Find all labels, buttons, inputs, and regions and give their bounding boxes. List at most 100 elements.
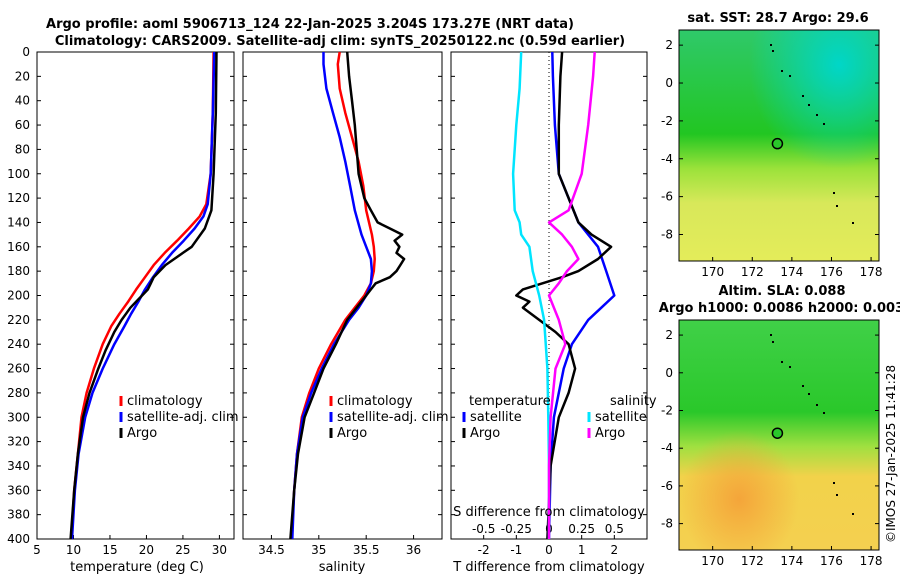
depth-tick-label: 300 [7,410,30,424]
temperature-difference-legend: temperature satellite Argo [462,394,551,441]
sst-map-title: sat. SST: 28.7 Argo: 29.6 [687,11,868,26]
sla-map-subtitle: Argo h1000: 0.0086 h2000: 0.0033 [659,301,900,316]
depth-tick-label: 80 [15,142,30,156]
sst-map-axes: 170 172 174 176 178 2 0 -2 -4 -6 -8 [661,38,883,279]
depth-tick-label: 360 [7,483,30,497]
island-dots [770,44,854,224]
s-difference-tick-label: -0.25 [501,522,532,536]
series-line-argo [69,51,218,540]
legend-salinity-title: salinity [610,394,657,409]
map-x-tick-label: 176 [820,265,843,279]
depth-tick-label: 160 [7,240,30,254]
map-x-tick-label: 170 [701,554,724,568]
x-tick-label: 15 [102,543,117,557]
legend-temperature-argo: Argo [470,426,500,441]
map-x-tick-label: 172 [741,265,764,279]
sla-map-axes: 170 172 174 176 178 2 0 -2 -4 -6 -8 [661,328,883,568]
legend-climatology: climatology [127,394,203,409]
s-difference-tick-label: 0.5 [605,522,624,536]
map-y-tick-label: -6 [661,190,673,204]
sst-map-panel: sat. SST: 28.7 Argo: 29.6 170 172 174 176 17… [661,11,883,279]
series-line-t-argo [515,51,613,540]
depth-tick-label: 380 [7,508,30,522]
depth-tick-label: 180 [7,264,30,278]
depth-tick-label: 260 [7,362,30,376]
x-tick-label: 10 [66,543,81,557]
x-tick-label: 2 [611,543,619,557]
map-x-tick-label: 174 [780,554,803,568]
salinity-axes-frame [242,51,443,540]
difference-panel: -2 -1 0 1 2 -0.5 -0.25 0 0.25 0.5 S difference f… [450,51,657,575]
series-line-argo [289,51,406,540]
legend-argo: Argo [127,426,157,441]
map-x-tick-label: 176 [820,554,843,568]
depth-tick-label: 280 [7,386,30,400]
sla-map-frame [678,319,880,551]
depth-tick-label: 60 [15,118,30,132]
x-tick-label: 20 [139,543,154,557]
x-tick-label: 0 [545,543,553,557]
depth-tick-label: 120 [7,191,30,205]
t-difference-xlabel: T difference from climatology [452,560,645,575]
temperature-legend: climatology satellite-adj. clim Argo [119,394,239,441]
depth-tick-label: 100 [7,167,30,181]
temperature-panel: 0204060801001201401601802002202402602803… [7,45,647,575]
depth-tick-label: 220 [7,313,30,327]
depth-tick-label: 400 [7,532,30,546]
depth-tick-label: 140 [7,215,30,229]
imos-credit: ©IMOS 27-Jan-2025 11:41:28 [884,365,898,543]
map-y-tick-label: -8 [661,227,673,241]
legend-temperature-satellite: satellite [470,410,522,425]
depth-tick-label: 320 [7,435,30,449]
x-tick-label: 36 [406,543,421,557]
salinity-series [289,51,406,540]
map-y-tick-label: -4 [661,441,673,455]
map-x-tick-label: 178 [860,265,883,279]
map-y-tick-label: -6 [661,479,673,493]
temperature-axes-frame [36,51,235,540]
x-tick-label: 34.5 [258,543,285,557]
salinity-panel: 34.5 35 35.5 36 salinity climatology satell… [242,51,449,575]
legend-temperature-title: temperature [469,394,551,409]
sla-map-panel: Altim. SLA: 0.088 Argo h1000: 0.0086 h20… [659,284,900,568]
series-line-satellite-adj-clim [70,51,216,540]
x-tick-label: 30 [212,543,227,557]
legend-salinity-argo: Argo [595,426,625,441]
map-y-tick-label: 2 [665,38,673,52]
depth-tick-label: 20 [15,69,30,83]
x-tick-label: 35 [311,543,326,557]
series-line-s-satellite [511,51,551,539]
map-y-tick-label: -8 [661,517,673,531]
map-y-tick-label: 0 [665,366,673,380]
argo-location-marker [771,427,784,439]
island-dots [770,334,854,515]
s-difference-tick-label: -0.5 [472,522,495,536]
temperature-series [69,51,218,540]
depth-tick-label: 40 [15,94,30,108]
legend-salinity-satellite: satellite [595,410,647,425]
series-line-climatology [290,51,376,540]
map-x-tick-label: 174 [780,265,803,279]
series-line-t-satellite [547,51,616,540]
salinity-legend: climatology satellite-adj. clim Argo [329,394,449,441]
x-tick-label: 1 [578,543,586,557]
x-tick-label: -2 [478,543,490,557]
title-line-1: Argo profile: aoml 5906713_124 22-Jan-20… [46,17,574,32]
salinity-difference-legend: salinity satellite Argo [587,394,657,441]
x-tick-label: 5 [33,543,41,557]
map-y-tick-label: -2 [661,403,673,417]
series-line-climatology [70,51,215,540]
temperature-tick-labels: 5 10 15 20 25 30 [33,535,227,557]
sst-map-frame [678,29,880,262]
series-line-satellite-adj-clim [291,52,374,540]
map-x-tick-label: 178 [860,554,883,568]
difference-series [511,51,616,540]
x-tick-label: 35.5 [353,543,380,557]
map-x-tick-label: 172 [741,554,764,568]
s-difference-xlabel: S difference from climatology [453,505,645,520]
legend-argo: Argo [337,426,367,441]
x-tick-label: 25 [175,543,190,557]
map-y-tick-label: 2 [665,328,673,342]
map-y-tick-label: 0 [665,76,673,90]
